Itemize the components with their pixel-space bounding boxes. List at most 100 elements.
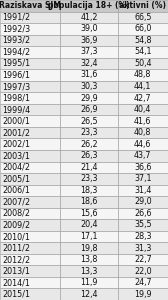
Text: 40,4: 40,4 (134, 105, 152, 114)
Text: 26,3: 26,3 (80, 151, 98, 160)
Bar (118, 92, 168, 104)
Bar (118, 161, 168, 173)
Text: 29,9: 29,9 (80, 94, 98, 103)
Bar (118, 23, 168, 34)
Text: 26,6: 26,6 (134, 209, 152, 218)
Text: 1999/4: 1999/4 (3, 105, 31, 114)
Bar (60, 69, 118, 81)
Text: 2008/2: 2008/2 (3, 209, 31, 218)
Text: 2003/1: 2003/1 (3, 151, 30, 160)
Bar (118, 266, 168, 277)
Text: 26,2: 26,2 (80, 140, 98, 149)
Text: 2002/1: 2002/1 (3, 140, 31, 149)
Bar (0, 184, 60, 196)
Text: 41,6: 41,6 (134, 117, 152, 126)
Text: 31,6: 31,6 (80, 70, 98, 80)
Bar (60, 23, 118, 34)
Bar (118, 104, 168, 116)
Bar (60, 231, 118, 242)
Bar (118, 150, 168, 161)
Bar (0, 104, 60, 116)
Text: 2001/2: 2001/2 (3, 128, 31, 137)
Text: 22,0: 22,0 (134, 267, 152, 276)
Text: 13,8: 13,8 (80, 255, 98, 264)
Text: 26,5: 26,5 (80, 117, 98, 126)
Text: 66,0: 66,0 (134, 24, 152, 33)
Text: 54,8: 54,8 (134, 36, 152, 45)
Text: 2010/1: 2010/1 (3, 232, 30, 241)
Bar (0, 289, 60, 300)
Bar (60, 184, 118, 196)
Text: 37,3: 37,3 (80, 47, 98, 56)
Bar (118, 277, 168, 289)
Bar (118, 116, 168, 127)
Bar (118, 34, 168, 46)
Text: 43,7: 43,7 (134, 151, 152, 160)
Text: 2004/2: 2004/2 (3, 163, 31, 172)
Bar (0, 92, 60, 104)
Text: 54,1: 54,1 (134, 47, 152, 56)
Bar (0, 139, 60, 150)
Bar (60, 11, 118, 23)
Text: 2005/1: 2005/1 (3, 174, 31, 183)
Bar (118, 81, 168, 92)
Bar (0, 196, 60, 208)
Text: 50,4: 50,4 (134, 59, 152, 68)
Text: 2000/1: 2000/1 (3, 117, 30, 126)
Text: 24,7: 24,7 (134, 278, 152, 287)
Text: 28,3: 28,3 (134, 232, 152, 241)
Text: 2006/1: 2006/1 (3, 186, 30, 195)
Bar (60, 289, 118, 300)
Bar (0, 219, 60, 231)
Text: Raziskava SJM: Raziskava SJM (0, 1, 61, 10)
Bar (118, 139, 168, 150)
Text: 18,3: 18,3 (80, 186, 98, 195)
Bar (60, 92, 118, 104)
Text: 20,4: 20,4 (80, 220, 98, 230)
Bar (0, 161, 60, 173)
Text: 2012/2: 2012/2 (3, 255, 31, 264)
Bar (60, 150, 118, 161)
Bar (118, 289, 168, 300)
Text: 17,1: 17,1 (80, 232, 98, 241)
Bar (60, 173, 118, 184)
Text: 31,4: 31,4 (134, 186, 152, 195)
Bar (60, 34, 118, 46)
Text: aktivni (%): aktivni (%) (119, 1, 166, 10)
Text: 35,5: 35,5 (134, 220, 152, 230)
Bar (0, 150, 60, 161)
Bar (0, 127, 60, 139)
Text: 15,6: 15,6 (80, 209, 98, 218)
Bar (0, 58, 60, 69)
Text: 30,3: 30,3 (80, 82, 98, 91)
Text: 2014/1: 2014/1 (3, 278, 30, 287)
Text: 44,1: 44,1 (134, 82, 152, 91)
Text: 1996/1: 1996/1 (3, 70, 31, 80)
Text: 23,3: 23,3 (80, 128, 98, 137)
Bar (0, 116, 60, 127)
Text: 12,4: 12,4 (80, 290, 98, 299)
Text: 1995/1: 1995/1 (3, 59, 31, 68)
Bar (0, 231, 60, 242)
Text: 26,9: 26,9 (80, 105, 98, 114)
Text: 31,3: 31,3 (134, 244, 152, 253)
Text: 2007/2: 2007/2 (3, 197, 31, 206)
Text: 32,4: 32,4 (80, 59, 98, 68)
Text: 42,7: 42,7 (134, 94, 152, 103)
Bar (0, 46, 60, 58)
Text: 18,6: 18,6 (80, 197, 98, 206)
Bar (60, 277, 118, 289)
Bar (118, 46, 168, 58)
Text: 21,4: 21,4 (80, 163, 98, 172)
Bar (0, 34, 60, 46)
Text: 40,8: 40,8 (134, 128, 152, 137)
Text: 13,3: 13,3 (80, 267, 98, 276)
Text: 36,6: 36,6 (134, 163, 152, 172)
Text: 2009/2: 2009/2 (3, 220, 31, 230)
Text: populacija 18+ (%): populacija 18+ (%) (48, 1, 130, 10)
Text: 48,8: 48,8 (134, 70, 152, 80)
Bar (0, 208, 60, 219)
Bar (60, 127, 118, 139)
Bar (60, 161, 118, 173)
Bar (118, 0, 168, 11)
